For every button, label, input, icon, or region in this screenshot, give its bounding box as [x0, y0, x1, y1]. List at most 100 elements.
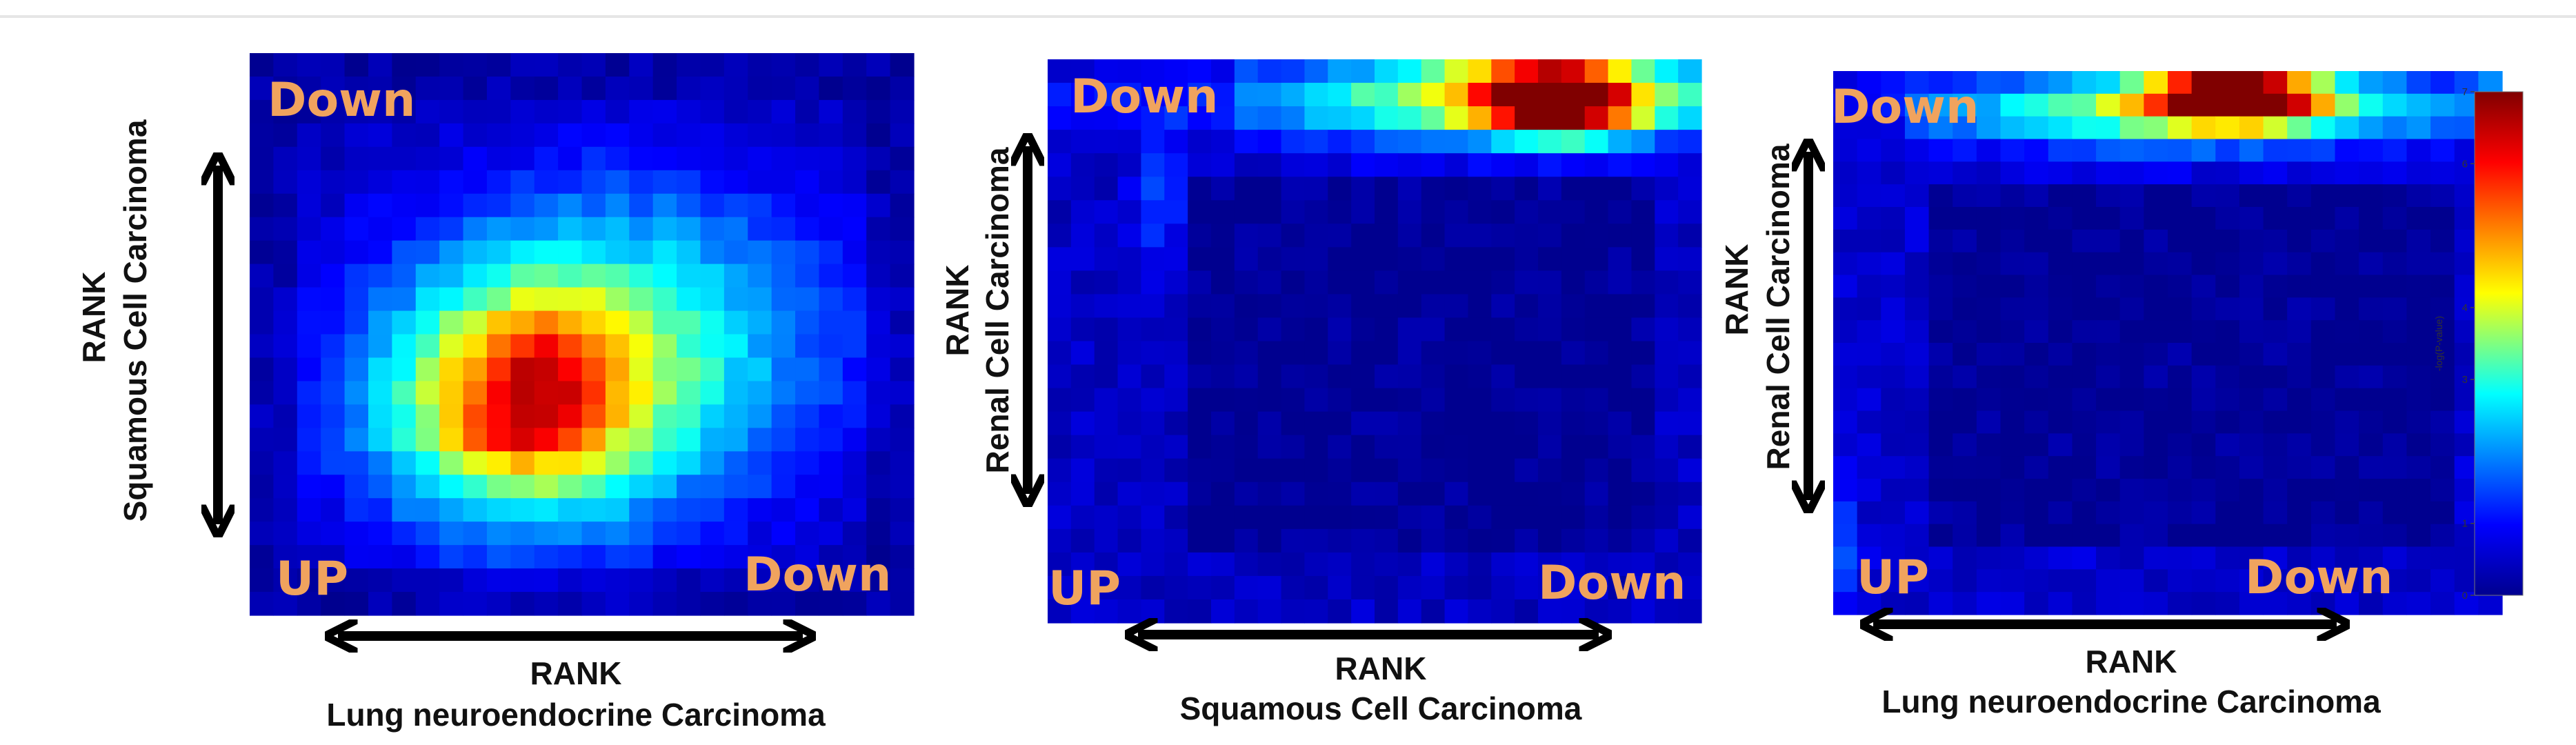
heatmap-cell — [250, 428, 274, 452]
heatmap-cell — [486, 217, 511, 241]
heatmap-cell — [1117, 83, 1142, 107]
heatmap-cell — [2024, 184, 2049, 208]
heatmap-cell — [486, 592, 511, 616]
heatmap-cell — [652, 381, 677, 405]
heatmap-cell — [2359, 365, 2384, 389]
heatmap-cell — [510, 53, 535, 77]
heatmap-cell — [1375, 388, 1399, 413]
heatmap-cell — [1491, 599, 1515, 624]
heatmap-cell — [1117, 130, 1142, 154]
heatmap-cell — [2335, 229, 2359, 253]
heatmap-cell — [1257, 341, 1282, 366]
heatmap-cell — [890, 287, 915, 312]
heatmap-cell — [463, 193, 488, 218]
heatmap-cell — [1328, 388, 1352, 413]
heatmap-cell — [1881, 433, 1906, 457]
heatmap-cell — [795, 522, 820, 546]
heatmap-cell — [1444, 435, 1469, 459]
heatmap-cell — [842, 592, 867, 616]
heatmap-cell — [297, 568, 321, 593]
heatmap-cell — [2072, 524, 2097, 548]
heatmap-cell — [1421, 435, 1446, 459]
heatmap-cell — [2215, 71, 2240, 95]
heatmap-cell — [842, 428, 867, 452]
heatmap-cell — [1953, 365, 1977, 389]
heatmap-cell — [250, 451, 274, 475]
heatmap-cell — [1881, 524, 1906, 548]
heatmap-cell — [1904, 275, 1930, 298]
heatmap-cell — [1188, 528, 1212, 553]
heatmap-cell — [1538, 341, 1562, 366]
heatmap-cell — [1117, 270, 1142, 295]
heatmap-cell — [2430, 229, 2455, 253]
heatmap-cell — [1928, 433, 1953, 457]
heatmap-cell — [392, 475, 417, 499]
heatmap-cell — [1397, 599, 1422, 624]
heatmap-cell — [1584, 130, 1609, 154]
heatmap-cell — [415, 287, 440, 312]
heatmap-cell — [771, 545, 796, 569]
heatmap-cell — [700, 76, 725, 101]
heatmap-cell — [2000, 252, 2025, 276]
heatmap-cell — [842, 498, 867, 522]
heatmap-cell — [321, 99, 346, 124]
heatmap-cell — [1655, 458, 1679, 483]
heatmap-cell — [463, 217, 488, 241]
heatmap-cell — [1164, 223, 1188, 248]
heatmap-cell — [392, 545, 417, 569]
heatmap-cell — [273, 381, 298, 405]
heatmap-cell — [1928, 320, 1953, 344]
heatmap-cell — [2024, 546, 2049, 570]
heatmap-cell — [1976, 343, 2001, 366]
heatmap-cell — [273, 522, 298, 546]
heatmap-cell — [415, 381, 440, 405]
heatmap-cell — [748, 545, 772, 569]
heatmap-cell — [1281, 153, 1306, 177]
heatmap-cell — [795, 193, 820, 218]
heatmap-cell — [2215, 569, 2240, 593]
heatmap-cell — [2096, 93, 2121, 117]
heatmap-cell — [321, 146, 346, 171]
heatmap-cell — [1397, 505, 1422, 530]
heatmap-cell — [605, 170, 630, 195]
heatmap-cell — [2335, 546, 2359, 570]
heatmap-cell — [2144, 184, 2168, 208]
heatmap-cell — [2359, 207, 2384, 230]
heatmap-cell — [1655, 435, 1679, 459]
heatmap-cell — [1515, 528, 1539, 553]
heatmap-cell — [1976, 320, 2001, 344]
heatmap-cell — [1188, 575, 1212, 600]
heatmap-cell — [1976, 207, 2001, 230]
heatmap-cell — [842, 123, 867, 148]
heatmap-cell — [1976, 161, 2001, 185]
heatmap-cell — [2024, 297, 2049, 321]
heatmap-cell — [297, 287, 321, 312]
heatmap-cell — [2382, 207, 2408, 230]
heatmap-cell — [1117, 317, 1142, 342]
heatmap-cell — [1141, 458, 1165, 483]
heatmap-cell — [510, 76, 535, 101]
heatmap-cell — [2382, 456, 2408, 479]
heatmap-cell — [1070, 388, 1095, 413]
heatmap-cell — [1328, 247, 1352, 271]
heatmap-cell — [1328, 599, 1352, 624]
heatmap-cell — [1444, 177, 1469, 201]
heatmap-cell — [2406, 297, 2431, 321]
heatmap-cell — [534, 381, 559, 405]
heatmap-cell — [1881, 93, 1906, 117]
heatmap-cell — [321, 357, 346, 382]
heatmap-cell — [1928, 524, 1953, 548]
heatmap-cell — [1928, 501, 1953, 525]
heatmap-cell — [1857, 139, 1881, 162]
heatmap-cell — [1048, 341, 1072, 366]
heatmap-cell — [1631, 575, 1655, 600]
heatmap-cell — [1304, 364, 1328, 389]
heatmap-cell — [1928, 116, 1953, 140]
heatmap-cell — [1953, 252, 1977, 276]
heatmap-cell — [1491, 83, 1515, 107]
heatmap-cell — [1833, 116, 1858, 140]
heatmap-cell — [700, 545, 725, 569]
heatmap-cell — [321, 568, 346, 593]
heatmap-cell — [486, 428, 511, 452]
x-axis-label-line2: Squamous Cell Carcinoma — [1180, 691, 1582, 726]
